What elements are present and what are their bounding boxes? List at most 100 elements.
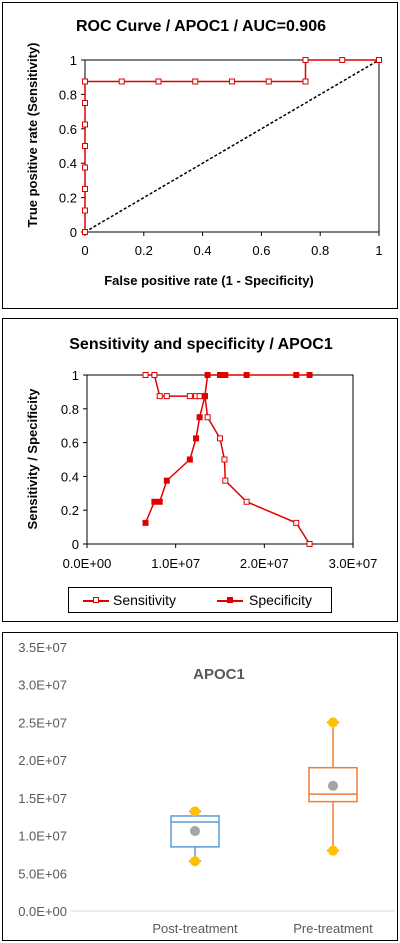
specificity-point — [151, 498, 158, 505]
legend-label-sensitivity: Sensitivity — [113, 592, 177, 608]
box-mean-point — [190, 826, 200, 837]
box-plot-y-tick-label: 0.0E+00 — [18, 904, 67, 919]
legend-marker-specificity — [227, 597, 233, 603]
roc-x-tick-label: 1 — [375, 243, 382, 258]
roc-point — [82, 143, 88, 149]
specificity-point — [306, 372, 313, 378]
roc-y-tick-label: 0.4 — [59, 156, 77, 171]
specificity-point — [156, 498, 163, 505]
roc-y-axis-label: True positive rate (Sensitivity) — [25, 43, 40, 228]
specificity-line — [144, 374, 310, 524]
sensitivity-point — [293, 519, 300, 526]
specificity-point — [186, 456, 193, 463]
roc-x-axis-label: False positive rate (1 - Specificity) — [104, 273, 314, 288]
roc-point — [229, 78, 235, 85]
roc-chart-panel: ROC Curve / APOC1 / AUC=0.906 0 0.2 0.4 0.6… — [2, 2, 398, 309]
sensitivity-point — [204, 414, 211, 421]
roc-point — [82, 186, 88, 192]
sens-spec-y-tick-label: 0.2 — [61, 503, 79, 518]
sensitivity-point — [306, 541, 313, 547]
sens-spec-y-tick-label: 1 — [72, 368, 79, 383]
specificity-point — [243, 372, 250, 378]
roc-x-tick-label: 0.2 — [135, 243, 153, 258]
roc-point — [82, 121, 88, 128]
box-plot: 0.0E+00 5.0E+06 1.0E+07 1.5E+07 2.0E+07 2.5E+… — [18, 640, 395, 936]
sens-spec-x-tick-label: 1.0E+07 — [151, 556, 200, 571]
box-plot-y-tick-label: 3.0E+07 — [18, 678, 67, 693]
roc-x-tick-label: 0 — [81, 243, 88, 258]
sens-spec-title: Sensitivity and specificity / APOC1 — [69, 336, 333, 353]
box-plot-y-tick-label: 5.0E+06 — [18, 866, 67, 881]
specificity-point — [204, 372, 211, 378]
sensitivity-point — [156, 393, 163, 400]
legend-label-specificity: Specificity — [249, 592, 313, 608]
roc-x-tick-label: 0.4 — [194, 243, 212, 258]
sens-spec-legend: Sensitivity Specificity — [68, 587, 332, 613]
sens-spec-chart: Sensitivity and specificity / APOC1 0 0.2… — [25, 336, 378, 571]
roc-point — [339, 57, 346, 63]
sens-spec-y-tick-label: 0.4 — [61, 469, 79, 484]
sens-spec-y-axis-label: Sensitivity / Specificity — [25, 388, 40, 530]
box-min-point — [190, 856, 200, 867]
roc-point — [82, 100, 88, 106]
roc-title: ROC Curve / APOC1 / AUC=0.906 — [76, 18, 326, 35]
specificity-point — [201, 393, 208, 400]
roc-y-tick-label: 0.2 — [59, 191, 77, 206]
roc-point — [155, 78, 162, 85]
sensitivity-point — [222, 477, 229, 484]
sensitivity-point — [163, 393, 170, 400]
roc-x-tick-label: 0.6 — [252, 243, 270, 258]
box-plot-y-tick-label: 1.0E+07 — [18, 829, 67, 844]
legend-marker-sensitivity — [93, 597, 99, 603]
box-plot-panel: 0.0E+00 5.0E+06 1.0E+07 1.5E+07 2.0E+07 2.5E+… — [2, 632, 398, 941]
sens-spec-y-tick-label: 0.6 — [61, 436, 79, 451]
roc-point — [82, 207, 88, 214]
box-plot-y-tick-label: 1.5E+07 — [18, 791, 67, 806]
sensitivity-point — [186, 393, 193, 400]
roc-reference-diagonal — [84, 59, 380, 233]
box-max-point — [328, 717, 338, 728]
roc-point — [302, 57, 309, 63]
roc-point — [82, 78, 88, 85]
sensitivity-line — [145, 374, 311, 545]
box-max-point — [190, 806, 200, 817]
roc-point — [82, 229, 88, 235]
sens-spec-chart-panel: Sensitivity and specificity / APOC1 0 0.2… — [2, 318, 398, 622]
box-mean-point — [328, 780, 338, 791]
sens-spec-y-tick-label: 0.8 — [61, 402, 79, 417]
roc-y-tick-label: 1 — [70, 53, 77, 68]
sens-spec-x-tick-label: 3.0E+07 — [329, 556, 378, 571]
sensitivity-point — [243, 498, 250, 505]
roc-y-tick-label: 0.8 — [59, 87, 77, 102]
sens-spec-plot-area — [86, 374, 354, 545]
box-plot-title: APOC1 — [193, 666, 245, 683]
box-min-point — [328, 845, 338, 856]
roc-point — [82, 164, 88, 171]
box-plot-y-tick-label: 2.0E+07 — [18, 753, 67, 768]
box-category-label: Post-treatment — [152, 921, 238, 936]
roc-point — [376, 57, 382, 63]
sens-spec-x-tick-label: 0.0E+00 — [63, 556, 112, 571]
box-plot-y-tick-label: 2.5E+07 — [18, 715, 67, 730]
box-plot-y-tick-label: 3.5E+07 — [18, 640, 67, 655]
specificity-point — [222, 372, 229, 378]
sensitivity-point — [221, 456, 228, 463]
sensitivity-point — [217, 435, 223, 442]
roc-point — [192, 78, 199, 85]
sens-spec-y-tick-label: 0 — [72, 537, 79, 552]
roc-point — [265, 78, 272, 85]
roc-y-tick-label: 0 — [70, 225, 77, 240]
box-category-label: Pre-treatment — [293, 921, 373, 936]
specificity-point — [196, 414, 203, 421]
specificity-point — [142, 519, 149, 526]
specificity-point — [163, 477, 170, 484]
roc-y-tick-label: 0.6 — [59, 122, 77, 137]
roc-x-tick-label: 0.8 — [311, 243, 329, 258]
roc-point — [302, 78, 309, 85]
sensitivity-point — [196, 393, 203, 400]
sensitivity-point — [142, 372, 149, 378]
roc-point — [118, 78, 125, 85]
sens-spec-x-tick-label: 2.0E+07 — [240, 556, 289, 571]
specificity-point — [193, 435, 200, 442]
roc-chart: ROC Curve / APOC1 / AUC=0.906 0 0.2 0.4 0.6… — [25, 18, 383, 288]
